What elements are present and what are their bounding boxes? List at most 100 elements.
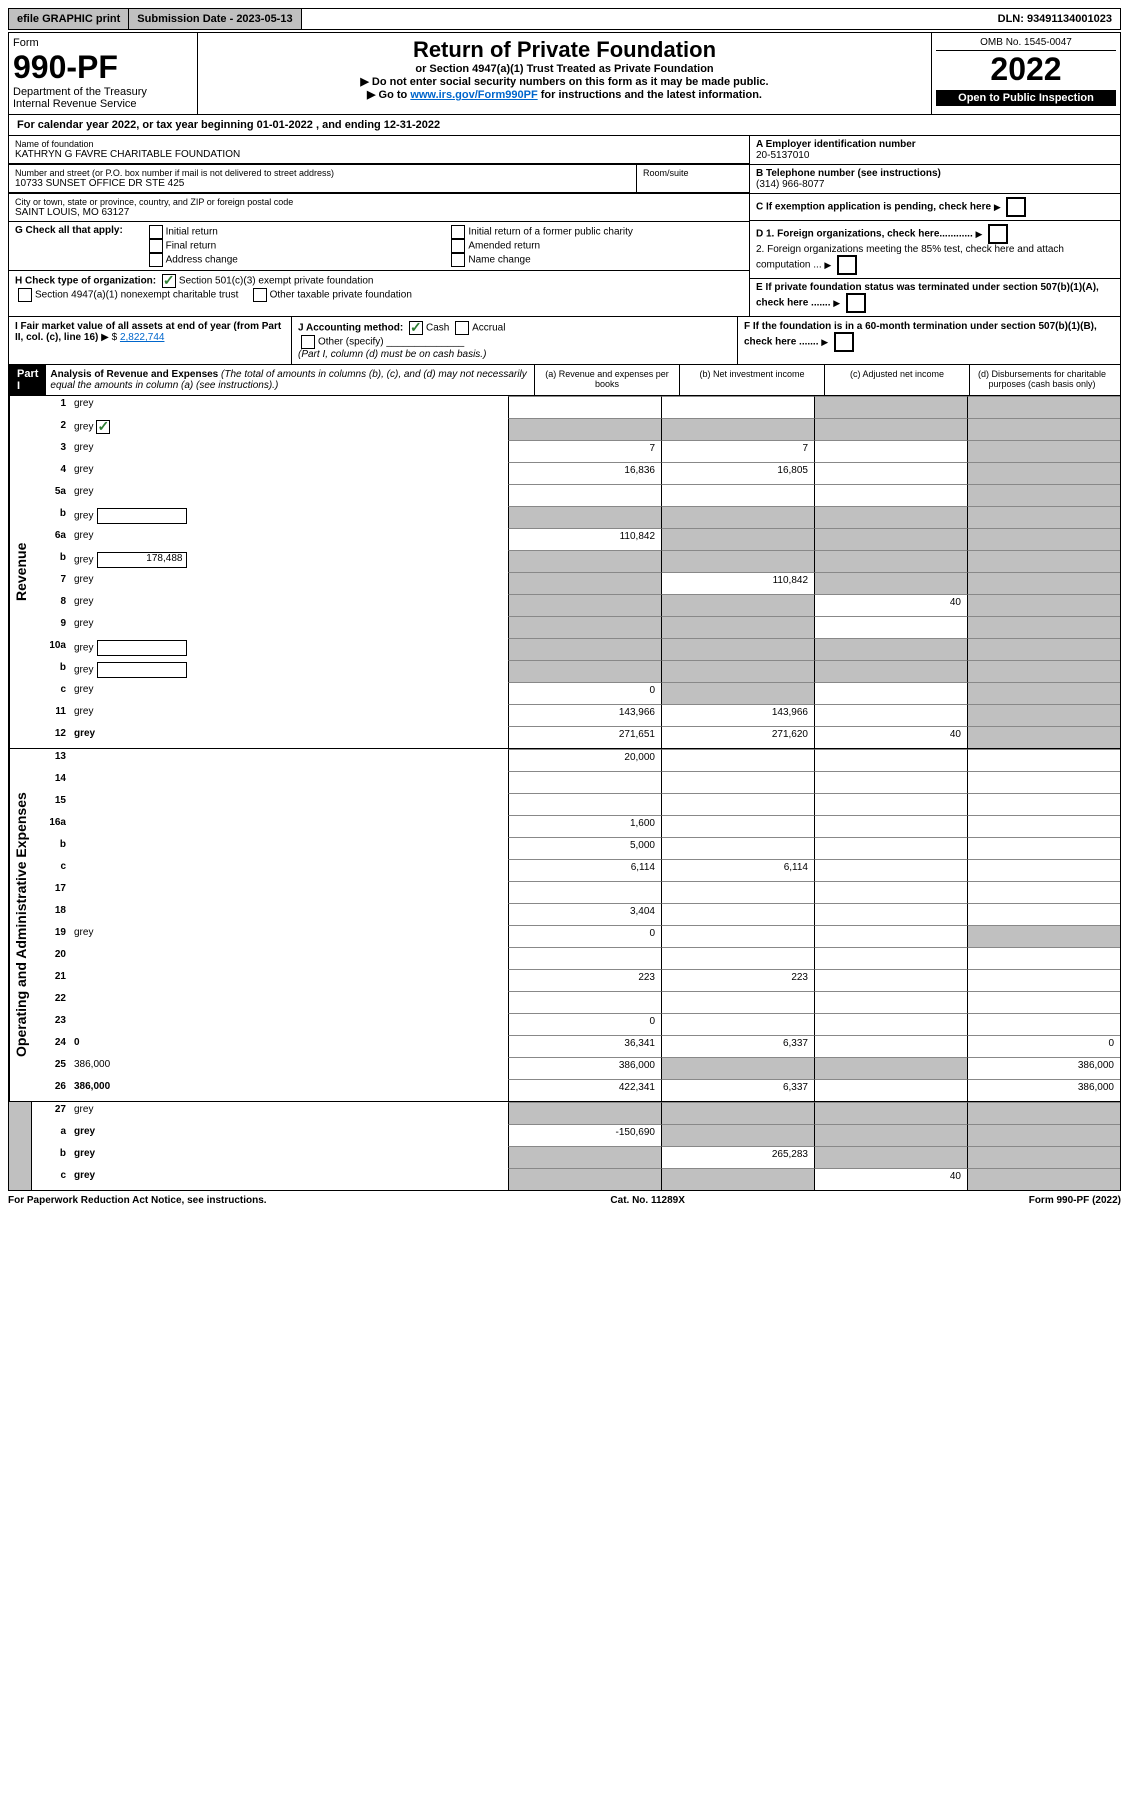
instructions-link[interactable]: www.irs.gov/Form990PF bbox=[410, 89, 537, 101]
table-row: 26386,000422,3416,337386,000 bbox=[32, 1079, 1120, 1101]
value-cell bbox=[508, 793, 661, 815]
form-subtitle: or Section 4947(a)(1) Trust Treated as P… bbox=[202, 63, 927, 75]
value-cell: 7 bbox=[508, 440, 661, 462]
table-row: 8grey40 bbox=[32, 594, 1120, 616]
summary-section: 27greyagrey-150,690bgrey265,283cgrey40 bbox=[8, 1102, 1121, 1191]
line-description bbox=[70, 837, 508, 859]
value-cell bbox=[661, 881, 814, 903]
line-description bbox=[70, 859, 508, 881]
inspection-badge: Open to Public Inspection bbox=[936, 90, 1116, 106]
table-row: 16a1,600 bbox=[32, 815, 1120, 837]
line-number: 3 bbox=[32, 440, 70, 462]
line-number: 25 bbox=[32, 1057, 70, 1079]
line-number: 1 bbox=[32, 396, 70, 418]
other-method-checkbox[interactable] bbox=[301, 335, 315, 349]
table-row: 15 bbox=[32, 793, 1120, 815]
initial-return-checkbox[interactable] bbox=[149, 225, 163, 239]
line-description: 386,000 bbox=[70, 1057, 508, 1079]
value-cell: 143,966 bbox=[508, 704, 661, 726]
value-cell bbox=[661, 484, 814, 506]
table-row: 10agrey bbox=[32, 638, 1120, 660]
table-row: 24036,3416,3370 bbox=[32, 1035, 1120, 1057]
name-change-checkbox[interactable] bbox=[451, 253, 465, 267]
501c3-checkbox[interactable] bbox=[162, 274, 176, 288]
table-row: bgrey178,488 bbox=[32, 550, 1120, 572]
calendar-year-bar: For calendar year 2022, or tax year begi… bbox=[8, 115, 1121, 136]
value-cell: 40 bbox=[814, 1168, 967, 1190]
value-cell bbox=[967, 947, 1120, 969]
line-description: grey bbox=[70, 418, 508, 440]
value-cell bbox=[814, 881, 967, 903]
table-row: 230 bbox=[32, 1013, 1120, 1035]
line-number: 11 bbox=[32, 704, 70, 726]
line-description: grey bbox=[70, 616, 508, 638]
other-taxable-checkbox[interactable] bbox=[253, 288, 267, 302]
line-number: c bbox=[32, 1168, 70, 1190]
table-row: 1320,000 bbox=[32, 749, 1120, 771]
terminated-checkbox[interactable] bbox=[846, 293, 866, 313]
foreign-85-checkbox[interactable] bbox=[837, 255, 857, 275]
value-cell: -150,690 bbox=[508, 1124, 661, 1146]
value-cell bbox=[814, 1102, 967, 1124]
amended-return-checkbox[interactable] bbox=[451, 239, 465, 253]
value-cell bbox=[661, 418, 814, 440]
value-cell bbox=[814, 462, 967, 484]
exemption-checkbox[interactable] bbox=[1006, 197, 1026, 217]
line-description: grey bbox=[70, 704, 508, 726]
4947a1-checkbox[interactable] bbox=[18, 288, 32, 302]
initial-former-checkbox[interactable] bbox=[451, 225, 465, 239]
address-change-checkbox[interactable] bbox=[149, 253, 163, 267]
line-description: grey bbox=[70, 506, 508, 528]
value-cell: 386,000 bbox=[508, 1057, 661, 1079]
cash-checkbox[interactable] bbox=[409, 321, 423, 335]
revenue-section: Revenue 1grey2grey3grey774grey16,83616,8… bbox=[8, 396, 1121, 749]
value-cell bbox=[814, 506, 967, 528]
footer-right: Form 990-PF (2022) bbox=[1029, 1195, 1121, 1206]
foreign-org-checkbox[interactable] bbox=[988, 224, 1008, 244]
value-cell bbox=[508, 1102, 661, 1124]
line-number: 15 bbox=[32, 793, 70, 815]
line-number: 17 bbox=[32, 881, 70, 903]
value-cell bbox=[814, 837, 967, 859]
table-row: cgrey 40 bbox=[32, 1168, 1120, 1190]
fmv-value[interactable]: 2,822,744 bbox=[120, 332, 165, 343]
value-cell bbox=[814, 771, 967, 793]
value-cell bbox=[508, 638, 661, 660]
value-cell: 422,341 bbox=[508, 1079, 661, 1101]
value-cell bbox=[661, 903, 814, 925]
efile-print-button[interactable]: efile GRAPHIC print bbox=[9, 9, 129, 29]
footer-cat: Cat. No. 11289X bbox=[610, 1195, 684, 1206]
final-return-checkbox[interactable] bbox=[149, 239, 163, 253]
value-cell bbox=[814, 1079, 967, 1101]
line-description: grey bbox=[70, 1168, 508, 1190]
value-cell bbox=[661, 506, 814, 528]
value-cell bbox=[967, 1146, 1120, 1168]
value-cell: 40 bbox=[814, 726, 967, 748]
schb-checkbox[interactable] bbox=[96, 420, 110, 434]
value-cell bbox=[967, 660, 1120, 682]
value-cell bbox=[814, 572, 967, 594]
line-number: a bbox=[32, 1124, 70, 1146]
city-label: City or town, state or province, country… bbox=[15, 197, 743, 207]
dln-number: DLN: 93491134001023 bbox=[990, 9, 1120, 29]
60month-checkbox[interactable] bbox=[834, 332, 854, 352]
ijf-row: I Fair market value of all assets at end… bbox=[8, 317, 1121, 365]
value-cell bbox=[814, 903, 967, 925]
value-cell bbox=[967, 594, 1120, 616]
value-cell bbox=[661, 528, 814, 550]
value-cell bbox=[661, 1013, 814, 1035]
line-description bbox=[70, 881, 508, 903]
accrual-checkbox[interactable] bbox=[455, 321, 469, 335]
value-cell bbox=[508, 418, 661, 440]
line-number: 10a bbox=[32, 638, 70, 660]
line-number: 20 bbox=[32, 947, 70, 969]
value-cell bbox=[661, 550, 814, 572]
part1-title: Analysis of Revenue and Expenses bbox=[50, 369, 218, 380]
value-cell: 7 bbox=[661, 440, 814, 462]
value-cell bbox=[661, 638, 814, 660]
value-cell bbox=[661, 1168, 814, 1190]
line-number: 18 bbox=[32, 903, 70, 925]
table-row: 21223223 bbox=[32, 969, 1120, 991]
form-label: Form bbox=[13, 37, 193, 49]
exemption-label: C If exemption application is pending, c… bbox=[756, 202, 991, 213]
